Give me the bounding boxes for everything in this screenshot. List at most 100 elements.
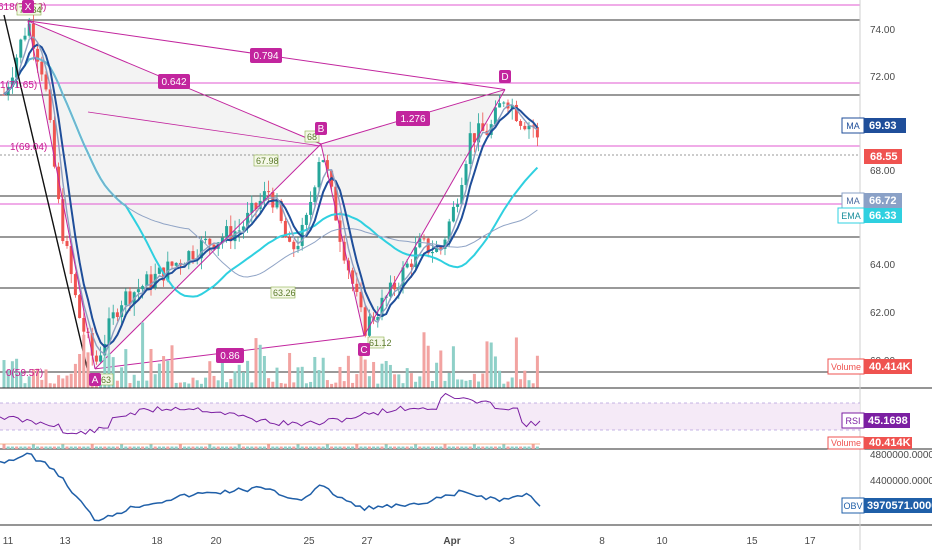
volume-bar	[246, 446, 250, 449]
harmonic-parallel-line	[87, 111, 322, 147]
price-tick: 64.00	[870, 260, 895, 271]
volume-bar	[220, 359, 224, 388]
candle-body	[321, 160, 325, 163]
volume-bar	[128, 383, 132, 388]
obv-name: OBV	[843, 501, 862, 511]
volume-bar	[271, 381, 275, 388]
ratio-ac-label: 0.86	[220, 351, 240, 362]
volume-bar	[120, 367, 124, 388]
volume-bar	[103, 357, 107, 388]
volume-bar	[426, 345, 430, 388]
candle-body	[212, 244, 216, 249]
time-tick: 10	[656, 536, 668, 547]
candle-body	[447, 221, 451, 240]
candle-body	[115, 312, 119, 317]
volume-bar	[107, 446, 111, 449]
volume-bar	[267, 378, 271, 388]
volume-bar	[485, 446, 489, 449]
price-tick: 68.00	[870, 166, 895, 177]
volume-bar	[124, 446, 128, 449]
volume-bar	[288, 352, 292, 388]
volume-bar	[447, 372, 451, 388]
harmonic-ab-line	[94, 143, 322, 370]
volume-bar	[535, 355, 539, 388]
volume-bar	[472, 373, 476, 388]
time-axis[interactable]: 11 13 18 20 25 27 Apr 3 8 10 15 17	[3, 536, 816, 547]
time-tick: 3	[509, 536, 515, 547]
time-tick: 25	[303, 536, 315, 547]
volume-bar	[443, 444, 447, 449]
candle-body	[73, 274, 77, 296]
volume-bar	[136, 380, 140, 388]
volume-bar	[157, 446, 161, 449]
volume-bar	[225, 446, 229, 449]
price-point-label: 61.12	[369, 338, 392, 348]
candle-body	[19, 39, 23, 58]
volume-bar	[204, 446, 208, 449]
candle-body	[275, 200, 279, 208]
candle-body	[250, 202, 254, 213]
candle-body	[174, 262, 178, 266]
volume-bar	[321, 446, 325, 449]
point-c-label: C	[360, 345, 367, 356]
candle-body	[10, 77, 14, 87]
volume-bar	[321, 357, 325, 388]
candle-body	[267, 191, 271, 193]
volume-bar	[309, 446, 313, 449]
volume-bar	[86, 352, 90, 388]
volume-bar	[19, 371, 23, 388]
candle-body	[456, 204, 460, 207]
volume-bar	[115, 380, 119, 388]
volume-bar	[309, 381, 313, 388]
volume-bar	[212, 375, 216, 388]
volume-bar	[174, 446, 178, 449]
time-tick: 20	[210, 536, 222, 547]
volume-bar	[367, 376, 371, 388]
volume-bar	[187, 446, 191, 449]
volume-bar	[330, 383, 334, 388]
volume-bar	[380, 363, 384, 388]
candle-body	[141, 286, 145, 290]
volume-bar	[178, 444, 182, 449]
candle-body	[237, 230, 241, 232]
volume-bar	[338, 446, 342, 449]
indicator-value-labels[interactable]: MA 69.93 68.55 MA 66.72 EMA 66.33 Volume…	[827, 117, 932, 514]
ratio-xd-label: 0.794	[253, 51, 278, 62]
volume-bar	[57, 446, 61, 449]
volume-bar	[422, 332, 426, 388]
volume-bar	[376, 446, 380, 449]
candle-body	[94, 355, 98, 362]
rsi-value: 45.1698	[868, 415, 908, 427]
volume-bar	[15, 446, 19, 449]
point-d-label: D	[501, 72, 508, 83]
volume-bar	[191, 446, 195, 449]
point-b-label: B	[318, 124, 325, 135]
candle-body	[57, 166, 61, 200]
time-tick: 8	[599, 536, 605, 547]
volume-bar	[2, 360, 6, 388]
candle-body	[493, 107, 497, 125]
candle-body	[246, 212, 250, 227]
volume-bar	[141, 322, 145, 388]
volume-bar	[111, 446, 115, 449]
candle-body	[338, 220, 342, 242]
fib-label-low: 0(59.57)	[6, 368, 43, 379]
volume-bar	[325, 380, 329, 388]
volume-bar	[99, 383, 103, 388]
candle-body	[334, 186, 338, 221]
ma1-value: 69.93	[869, 120, 897, 132]
volume-bar	[313, 356, 317, 388]
volume-bar	[27, 446, 31, 449]
volume-bar	[229, 446, 233, 449]
volume-bar	[489, 342, 493, 388]
obv-tick: 4400000.0000	[870, 476, 932, 487]
volume-bar	[317, 369, 321, 388]
candle-body	[519, 121, 523, 126]
volume-bar	[23, 446, 27, 449]
volume-bar	[90, 444, 94, 449]
time-tick: 17	[804, 536, 816, 547]
volume-bar	[439, 350, 443, 388]
volume-bar	[27, 376, 31, 388]
volume-name: Volume	[831, 362, 861, 372]
